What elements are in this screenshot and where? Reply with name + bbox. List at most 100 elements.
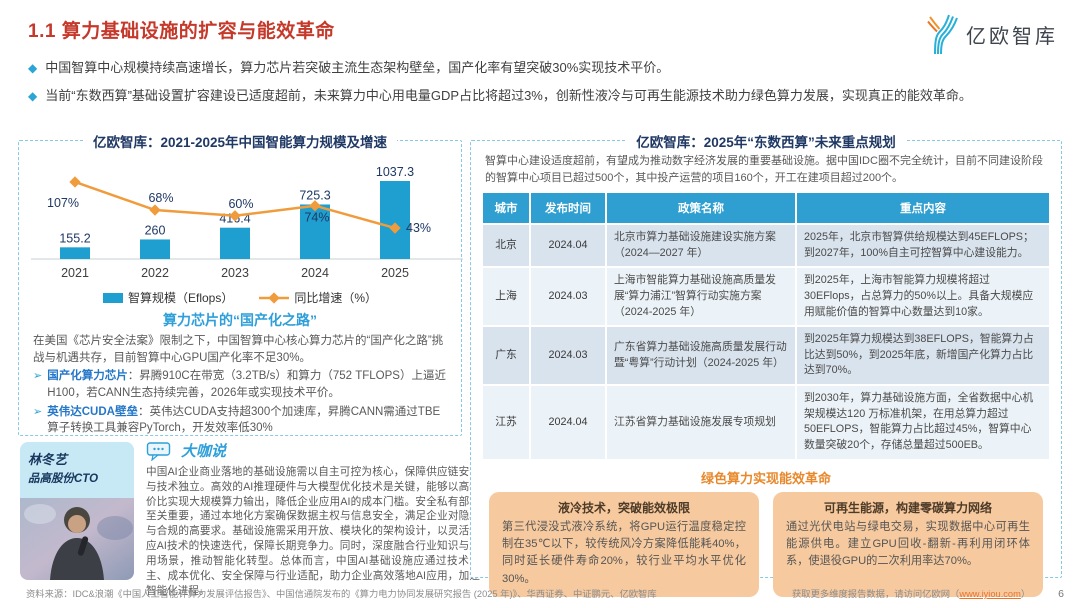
table-row-guangdong: 广东 2024.03 广东省算力基础设施高质量发展行动暨“粤算”行动计划（202… (483, 327, 1049, 385)
chip-point-2-text: 英伟达CUDA壁垒：英伟达CUDA支持超300个加速库，昇腾CANN需通过TBE… (47, 404, 447, 437)
svg-text:2022: 2022 (141, 266, 169, 280)
chart-panel: 亿欧智库：2021-2025年中国智能算力规模及增速 155.2260416.4… (18, 131, 463, 437)
svg-text:2024: 2024 (301, 266, 329, 280)
legend-line-label: 同比增速（%） (294, 291, 378, 305)
svg-text:60%: 60% (228, 197, 253, 211)
speaker-section: 大咖说 (146, 440, 480, 461)
expert-photo-image (20, 498, 134, 580)
brand-logo-icon (927, 14, 958, 55)
cell-date: 2024.04 (531, 386, 605, 459)
footer-more: 获取更多维度报告数据，请访问亿欧网（www.iyiou.com） (792, 586, 1030, 600)
key-points: ◆ 中国智算中心规模持续高速增长，算力芯片若突破主流生态架构壁垒，国产化率有望突… (28, 58, 1058, 113)
cell-policy: 北京市算力基础设施建设实施方案（2024—2027 年） (607, 225, 795, 267)
footer-more-text: 获取更多维度报告数据，请访问亿欧网（ (792, 589, 960, 599)
svg-text:1037.3: 1037.3 (376, 165, 414, 179)
cell-policy: 上海市智能算力基础设施高质量发展“算力浦江”智算行动实施方案（2024-2025… (607, 268, 795, 326)
chip-point-2: ➢ 英伟达CUDA壁垒：英伟达CUDA支持超300个加速库，昇腾CANN需通过T… (33, 404, 447, 437)
chip-section-heading: 算力芯片的“国产化之路” (163, 312, 317, 328)
expert-title: 品高股份CTO (28, 473, 99, 485)
bar-swatch-icon (102, 292, 123, 303)
chip-section-body: 在美国《芯片安全法案》限制之下，中国智算中心核心算力芯片的“国产化之路”挑战与机… (27, 333, 453, 437)
chip-point-1-text: 国产化算力芯片：昇腾910C在带宽（3.2TB/s）和算力（752 TFLOPS… (47, 368, 447, 401)
plan-panel-title: 亿欧智库：2025年“东数西算”未来重点规划 (626, 131, 906, 151)
chip-point-1: ➢ 国产化算力芯片：昇腾910C在带宽（3.2TB/s）和算力（752 TFLO… (33, 368, 447, 401)
arrow-bullet-icon: ➢ (33, 405, 43, 418)
speaker-section-label: 大咖说 (181, 443, 227, 460)
cell-content: 到2025年算力规模达到38EFLOPS，智能算力占比达到50%，到2025年底… (797, 327, 1049, 385)
svg-text:68%: 68% (148, 191, 173, 205)
chart-title: 亿欧智库：2021-2025年中国智能算力规模及增速 (82, 131, 398, 151)
liquid-cooling-text: 第三代浸没式液冷系统，将GPU运行温度稳定控制在35℃以下，较传统风冷方案降低能… (502, 520, 746, 585)
expert-quote-block: 大咖说 中国AI企业商业落地的基础设施需以自主可控为核心，保障供应链安全与技术独… (146, 440, 480, 598)
expert-photo (20, 498, 134, 580)
cell-date: 2024.03 (531, 268, 605, 326)
arrow-bullet-icon: ➢ (33, 370, 43, 383)
col-header-city: 城市 (483, 193, 529, 223)
green-section-heading: 绿色算力实现能效革命 (700, 470, 831, 486)
footer-more-end: ） (1020, 589, 1031, 599)
chip-intro: 在美国《芯片安全法案》限制之下，中国智算中心核心算力芯片的“国产化之路”挑战与机… (33, 335, 444, 364)
expert-quote: 中国AI企业商业落地的基础设施需以自主可控为核心，保障供应链安全与技术独立。高效… (146, 466, 480, 597)
legend-bars-label: 智算规模（Eflops） (127, 291, 234, 305)
cell-city: 江苏 (483, 386, 529, 459)
chip-point-2-desc: ：英伟达CUDA支持超300个加速库，昇腾CANN需通过TBE算子转换工具兼容P… (47, 405, 441, 435)
policy-table-header-row: 城市 发布时间 政策名称 重点内容 (483, 193, 1049, 223)
chart-legend: 智算规模（Eflops） 同比增速（%） (27, 289, 453, 306)
legend-item-bars: 智算规模（Eflops） (102, 289, 234, 306)
plan-panel: 亿欧智库：2025年“东数西算”未来重点规划 智算中心建设适度超前，有望成为推动… (470, 131, 1062, 598)
diamond-bullet-icon: ◆ (28, 88, 38, 103)
chip-point-1-term: 国产化算力芯片 (47, 370, 128, 383)
plan-intro: 智算中心建设适度超前，有望成为推动数字经济发展的重要基础设施。据中国IDC圈不完… (485, 155, 1043, 184)
col-header-date: 发布时间 (531, 193, 605, 223)
cell-date: 2024.04 (531, 225, 605, 267)
table-row-beijing: 北京 2024.04 北京市算力基础设施建设实施方案（2024—2027 年） … (483, 225, 1049, 267)
cell-content: 到2025年，上海市智能算力规模将超过30EFlops，占总算力的50%以上。具… (797, 268, 1049, 326)
svg-text:74%: 74% (304, 211, 329, 225)
renewable-energy-box: 可再生能源，构建零碳算力网络 通过光伏电站与绿电交易，实现数据中心可再生能源供电… (773, 491, 1043, 598)
cell-city: 北京 (483, 225, 529, 267)
cell-content: 到2030年，算力基础设施方面，全省数据中心机架规模达120 万标准机架，在用总… (797, 386, 1049, 459)
col-header-content: 重点内容 (797, 193, 1049, 223)
col-header-policy: 政策名称 (607, 193, 795, 223)
svg-text:260: 260 (145, 223, 166, 237)
chip-point-2-term: 英伟达CUDA壁垒 (47, 405, 138, 418)
svg-text:725.3: 725.3 (299, 188, 330, 202)
legend-item-line: 同比增速（%） (259, 289, 377, 306)
bar-line-chart: 155.2260416.4725.31037.3107%68%60%74%43%… (31, 165, 463, 280)
cell-city: 上海 (483, 268, 529, 326)
key-point-2-text: 当前“东数西算”基础设置扩容建设已适度超前，未来算力中心用电量GDP占比将超过3… (45, 87, 972, 103)
expert-name-box: 林冬艺 品高股份CTO (20, 442, 134, 498)
cell-date: 2024.03 (531, 327, 605, 385)
page-title: 1.1 算力基础设施的扩容与能效革命 (28, 21, 335, 42)
svg-text:155.2: 155.2 (59, 231, 90, 245)
expert-name: 林冬艺 (28, 452, 68, 467)
expert-profile: 林冬艺 品高股份CTO (20, 442, 134, 580)
liquid-cooling-title: 液冷技术，突破能效极限 (557, 500, 690, 515)
svg-text:2021: 2021 (61, 266, 89, 280)
key-point-2: ◆ 当前“东数西算”基础设置扩容建设已适度超前，未来算力中心用电量GDP占比将超… (28, 86, 1058, 107)
svg-text:2023: 2023 (221, 266, 249, 280)
table-row-shanghai: 上海 2024.03 上海市智能算力基础设施高质量发展“算力浦江”智算行动实施方… (483, 268, 1049, 326)
cell-content: 2025年，北京市智算供给规模达到45EFLOPS；到2027年，100%自主可… (797, 225, 1049, 267)
diamond-bullet-icon: ◆ (28, 61, 38, 75)
key-point-1: ◆ 中国智算中心规模持续高速增长，算力芯片若突破主流生态架构壁垒，国产化率有望突… (28, 58, 1058, 79)
svg-text:43%: 43% (406, 221, 431, 235)
policy-table: 城市 发布时间 政策名称 重点内容 北京 2024.04 北京市算力基础设施建设… (481, 191, 1051, 461)
renewable-energy-title: 可再生能源，构建零碳算力网络 (823, 500, 992, 515)
page-number: 6 (1058, 588, 1064, 600)
footer: 资料来源：IDC&浪潮《中国人工智能计算力发展评估报告》、中国信通院发布的《算力… (26, 586, 1064, 600)
key-point-1-text: 中国智算中心规模持续高速增长，算力芯片若突破主流生态架构壁垒，国产化率有望突破3… (45, 60, 670, 75)
iyiou-link[interactable]: www.iyiou.com (959, 589, 1021, 599)
svg-text:107%: 107% (47, 196, 79, 210)
brand-logo: 亿欧智库 (926, 12, 1058, 56)
expert-card: 林冬艺 品高股份CTO (18, 440, 480, 597)
brand-logo-text: 亿欧智库 (966, 25, 1058, 48)
cell-city: 广东 (483, 327, 529, 385)
cell-policy: 江苏省算力基础设施发展专项规划 (607, 386, 795, 459)
green-boxes: 液冷技术，突破能效极限 第三代浸没式液冷系统，将GPU运行温度稳定控制在35℃以… (481, 491, 1051, 598)
source-note: 资料来源：IDC&浪潮《中国人工智能计算力发展评估报告》、中国信通院发布的《算力… (26, 589, 657, 599)
line-swatch-icon (259, 291, 290, 304)
table-row-jiangsu: 江苏 2024.04 江苏省算力基础设施发展专项规划 到2030年，算力基础设施… (483, 386, 1049, 459)
liquid-cooling-box: 液冷技术，突破能效极限 第三代浸没式液冷系统，将GPU运行温度稳定控制在35℃以… (489, 491, 759, 598)
